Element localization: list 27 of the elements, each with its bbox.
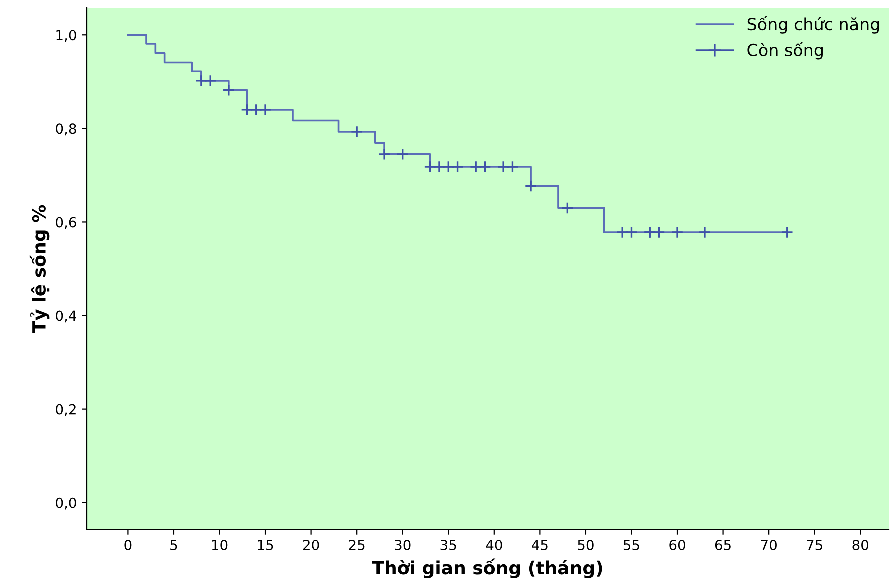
x-tick-label: 80 [852, 540, 869, 550]
legend-label: Còn sống [748, 42, 823, 60]
x-tick-label: 5 [170, 540, 178, 550]
x-axis-title: Thời gian sống (tháng) [372, 558, 602, 578]
y-tick-label: 0,0 [56, 498, 76, 510]
x-tick-label: 10 [212, 540, 228, 550]
x-tick-label: 20 [303, 540, 320, 550]
x-tick-label: 0 [124, 540, 132, 550]
x-tick-label: 65 [715, 540, 731, 550]
legend-label: Sống chức năng [748, 16, 880, 34]
y-tick-label: 1,0 [56, 30, 76, 42]
x-tick-label: 50 [578, 540, 594, 550]
x-tick-label: 75 [807, 540, 822, 550]
x-tick-label: 15 [258, 540, 274, 550]
x-tick-label: 40 [486, 540, 502, 550]
y-axis-title: Tỷ lệ sống % [30, 205, 50, 334]
y-tick-label: 0,8 [56, 124, 76, 136]
x-tick-label: 35 [440, 540, 456, 550]
x-tick-label: 55 [624, 540, 640, 550]
x-tick-label: 70 [761, 540, 777, 550]
x-tick-label: 45 [532, 540, 548, 550]
y-tick-label: 0,2 [56, 404, 76, 416]
y-tick-label: 0,6 [56, 217, 76, 230]
x-tick-label: 30 [395, 540, 411, 550]
y-tick-label: 0,4 [56, 310, 76, 323]
x-tick-label: 60 [670, 540, 686, 550]
x-tick-label: 25 [349, 540, 365, 550]
